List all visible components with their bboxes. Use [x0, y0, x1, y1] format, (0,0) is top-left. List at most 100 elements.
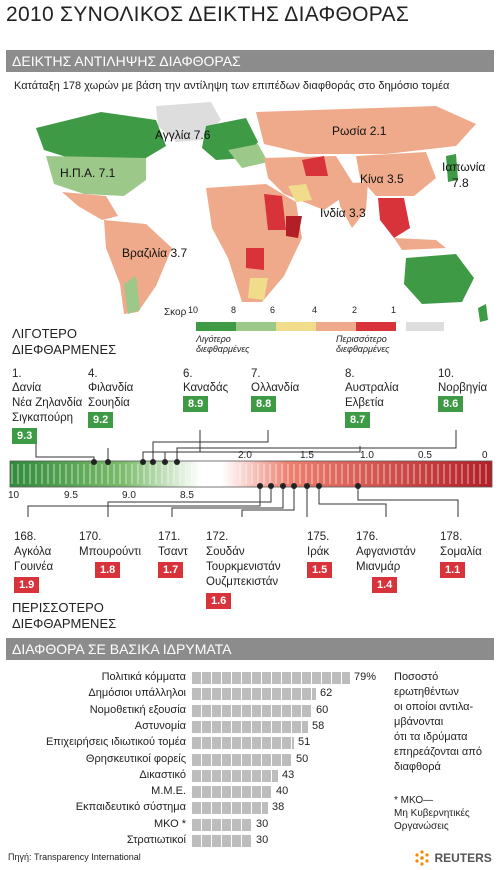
score-badge: 1.7	[158, 562, 184, 578]
legend-swatch	[196, 322, 236, 331]
reuters-logo: REUTERS	[414, 849, 492, 867]
bar-value-label: 60	[316, 703, 329, 716]
footnote-line: Μη Κυβερνητικές	[394, 808, 470, 819]
score-badge: 1.6	[206, 593, 232, 609]
top-country: Ελβετία	[345, 397, 384, 409]
footnote: * ΜΚΟ— Μη Κυβερνητικές Οργανώσεις	[394, 794, 470, 833]
bottom-rank: 175.	[307, 531, 330, 543]
score-scale	[9, 430, 493, 517]
chart-note-line: ότι τα ιδρύματα	[394, 731, 468, 743]
score-badge: 8.8	[251, 396, 277, 412]
legend-tick: 1	[391, 305, 397, 315]
bottom-country: Τσαντ	[158, 546, 188, 558]
bottom-rank: 176.	[356, 531, 379, 543]
world-map	[6, 98, 494, 328]
bottom-country: Ιράκ	[307, 546, 330, 558]
bar	[192, 835, 252, 847]
scale-tick-label: 1.0	[360, 450, 374, 461]
bar-value-label: 43	[282, 768, 295, 781]
map-label-uk: Αγγλία 7.6	[155, 128, 211, 142]
page-title: 2010 ΣΥΝΟΛΙΚΟΣ ΔΕΙΚΤΗΣ ΔΙΑΦΘΟΡΑΣ	[6, 3, 410, 26]
score-badge: 8.6	[438, 396, 464, 412]
top-rank: 1.	[12, 368, 22, 380]
top-rank: 8.	[345, 368, 355, 380]
chart-note-line: ερωτηθέντων	[394, 686, 459, 698]
legend-swatch	[356, 322, 396, 331]
bar	[192, 802, 268, 815]
subtitle: Κατάταξη 178 χωρών με βάση την αντίληψη …	[14, 80, 450, 92]
bar-category-label: Πολιτικά κόμματα	[101, 671, 186, 683]
bottom-rank: 168.	[14, 531, 37, 543]
top-rank: 10.	[438, 368, 454, 380]
map-label-china: Κίνα 3.5	[360, 172, 404, 186]
top-rank: 7.	[251, 368, 261, 380]
score-badge: 1.8	[95, 562, 121, 578]
legend-tick: 6	[270, 305, 276, 315]
bar-value-label: 50	[296, 752, 309, 765]
bar	[192, 769, 278, 782]
bar-category-label: Δικαστικό	[139, 768, 186, 781]
top-country: Σουηδία	[88, 397, 130, 409]
bar-value-label: 40	[276, 785, 289, 798]
scale-tick-label: 0.5	[418, 450, 432, 461]
bottom-rank: 178.	[440, 531, 463, 543]
map-label-india: Ινδία 3.3	[320, 206, 366, 220]
top-country: Δανία	[12, 382, 42, 394]
bar-category-label: Επιχειρήσεις ιδιωτικού τομέα	[45, 736, 186, 749]
bar	[192, 704, 312, 717]
top-rank: 6.	[183, 368, 193, 380]
top-country: Νορβηγία	[438, 382, 488, 394]
bottom-country: Σομαλία	[440, 546, 482, 558]
chart-note: Ποσοστό ερωτηθέντων οι οποίοι αντιλα- μβ…	[394, 670, 498, 775]
map-label-japan-line2: 7.8	[452, 176, 469, 190]
chart-note-line: οι οποίοι αντιλα-	[394, 701, 474, 713]
source-credit: Πηγή: Transparency International	[8, 852, 141, 862]
scale-tick-label: 8.5	[180, 490, 194, 501]
bar	[192, 737, 294, 750]
legend-label: Σκορ	[164, 307, 187, 318]
scale-tick-label: 2.0	[238, 450, 252, 461]
legend-swatch	[236, 322, 276, 331]
legend-more-corrupt: Περισσότερο διεφθαρμένες	[336, 334, 390, 354]
map-label-russia: Ρωσία 2.1	[332, 124, 387, 138]
bottom-country: Αφγανιστάν	[356, 546, 416, 558]
footnote-line: * ΜΚΟ—	[394, 795, 434, 806]
top-country: Νέα Ζηλανδία	[12, 397, 83, 409]
scale-tick-label: 10	[8, 490, 20, 501]
less-corrupt-header-line2: ΔΙΕΦΘΑΡΜΕΝΕΣ	[12, 342, 117, 357]
bar-value-label: 62	[320, 687, 333, 700]
bottom-rank: 170.	[79, 531, 102, 543]
more-corrupt-header-line1: ΠΕΡΙΣΣΟΤΕΡΟ	[12, 600, 104, 615]
bottom-rank: 172.	[206, 531, 229, 543]
map-label-usa: Η.Π.Α. 7.1	[60, 166, 116, 180]
bar-category-label: Νομοθετική εξουσία	[89, 703, 186, 716]
bar-category-label: Εκπαιδευτικό σύστημα	[75, 801, 186, 814]
bar-category-label: Αστυνομία	[134, 719, 186, 732]
top-rank: 4.	[88, 368, 98, 380]
bar-value-label: 38	[272, 801, 285, 814]
bar-category-label: Στρατιωτικοί	[126, 834, 186, 846]
less-corrupt-header-line1: ΛΙΓΟΤΕΡΟ	[12, 326, 77, 341]
bottom-country: Ουζμπεκιστάν	[206, 576, 279, 588]
bottom-country: Μπουρούντι	[79, 546, 142, 558]
bar-value-label: 30	[256, 817, 269, 830]
bar	[192, 720, 308, 733]
chart-note-line: διαφθορά	[394, 761, 441, 773]
bar-category-label: ΜΚΟ *	[153, 817, 186, 830]
legend-tick: 10	[188, 305, 199, 315]
map-label-japan-line1: Ιαπωνία	[442, 160, 486, 174]
bar	[192, 818, 252, 831]
legend-tick: 2	[352, 305, 358, 315]
bar-value-label: 30	[256, 834, 269, 846]
bar-value-label: 79%	[354, 671, 377, 683]
score-badge: 1.1	[440, 562, 466, 578]
top-country: Σιγκαπούρη	[12, 412, 74, 424]
top-country: Ολλανδία	[251, 382, 300, 394]
score-badge: 1.4	[372, 577, 398, 593]
bar-category-label: Μ.Μ.Ε.	[151, 785, 186, 798]
score-badge: 1.9	[14, 577, 40, 593]
bottom-country: Γουινέα	[14, 561, 54, 573]
more-corrupt-header-line2: ΔΙΕΦΘΑΡΜΕΝΕΣ	[12, 616, 117, 631]
section-banner-institutions: ΔΙΑΦΘΟΡΑ ΣΕ ΒΑΣΙΚΑ ΙΔΡΥΜΑΤΑ	[6, 638, 494, 660]
legend-swatch-no-data	[406, 322, 444, 331]
